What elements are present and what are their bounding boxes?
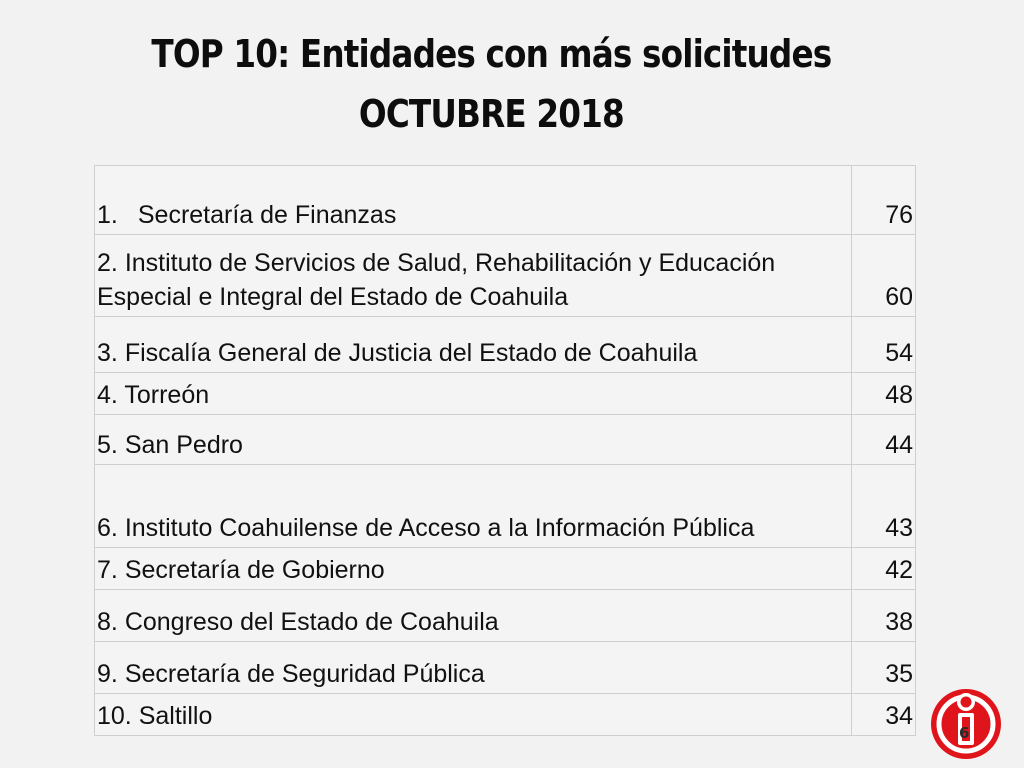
row-label-text: Instituto Coahuilense de Acceso a la Inf… [124, 514, 755, 542]
table-row: 6. Instituto Coahuilense de Acceso a la … [94, 464, 916, 548]
row-value: 34 [851, 693, 916, 736]
page-number: 6 [959, 724, 970, 742]
row-rank: 7. [97, 556, 118, 584]
ranking-table: 1. Secretaría de Finanzas 76 2. Instituto… [94, 165, 916, 736]
row-value: 38 [851, 589, 916, 642]
row-rank: 1. [97, 201, 118, 229]
table-row: 1. Secretaría de Finanzas 76 [94, 165, 916, 235]
row-value: 44 [851, 414, 916, 465]
row-rank: 3. [97, 339, 118, 367]
table-row: 4. Torreón 48 [94, 372, 916, 415]
table-row: 7. Secretaría de Gobierno 42 [94, 547, 916, 590]
row-label: 5. San Pedro [94, 414, 852, 465]
row-label: 2. Instituto de Servicios de Salud, Reha… [94, 234, 852, 317]
row-label: 3. Fiscalía General de Justicia del Esta… [94, 316, 852, 373]
slide-title: TOP 10: Entidades con más solicitudes OC… [70, 24, 913, 144]
row-value: 48 [851, 372, 916, 415]
row-label-text: Secretaría de Seguridad Pública [124, 660, 485, 688]
row-rank: 8. [97, 608, 118, 636]
row-label-text: San Pedro [124, 431, 243, 459]
slide-title-line-2: OCTUBRE 2018 [358, 92, 625, 136]
slide-title-line-1: TOP 10: Entidades con más solicitudes [151, 32, 832, 76]
row-label: 6. Instituto Coahuilense de Acceso a la … [94, 464, 852, 548]
row-rank: 2. [97, 249, 118, 277]
row-value: 35 [851, 641, 916, 694]
table-row: 10. Saltillo 34 [94, 693, 916, 736]
row-label-text: Fiscalía General de Justicia del Estado … [124, 339, 698, 367]
table-row: 5. San Pedro 44 [94, 414, 916, 465]
row-label: 1. Secretaría de Finanzas [94, 165, 852, 235]
row-label-text: Instituto de Servicios de Salud, Rehabil… [97, 249, 776, 311]
row-value: 43 [851, 464, 916, 548]
row-label: 7. Secretaría de Gobierno [94, 547, 852, 590]
row-value: 42 [851, 547, 916, 590]
row-label-text: Secretaría de Finanzas [137, 201, 397, 229]
row-value: 76 [851, 165, 916, 235]
row-label-text: Congreso del Estado de Coahuila [124, 608, 499, 636]
row-label: 9. Secretaría de Seguridad Pública [94, 641, 852, 694]
row-rank: 6. [97, 514, 118, 542]
table-row: 2. Instituto de Servicios de Salud, Reha… [94, 234, 916, 317]
row-label: 4. Torreón [94, 372, 852, 415]
row-value: 54 [851, 316, 916, 373]
table-row: 9. Secretaría de Seguridad Pública 35 [94, 641, 916, 694]
row-label-text: Secretaría de Gobierno [124, 556, 385, 584]
table-row: 3. Fiscalía General de Justicia del Esta… [94, 316, 916, 373]
row-label-text: Saltillo [138, 702, 213, 730]
row-label-text: Torreón [124, 381, 210, 409]
row-rank: 9. [97, 660, 118, 688]
row-rank: 10. [97, 702, 132, 730]
row-value: 60 [851, 234, 916, 317]
row-rank: 4. [97, 381, 118, 409]
row-label: 10. Saltillo [94, 693, 852, 736]
row-rank: 5. [97, 431, 118, 459]
table-row: 8. Congreso del Estado de Coahuila 38 [94, 589, 916, 642]
institution-logo-icon [931, 689, 1001, 759]
row-label: 8. Congreso del Estado de Coahuila [94, 589, 852, 642]
